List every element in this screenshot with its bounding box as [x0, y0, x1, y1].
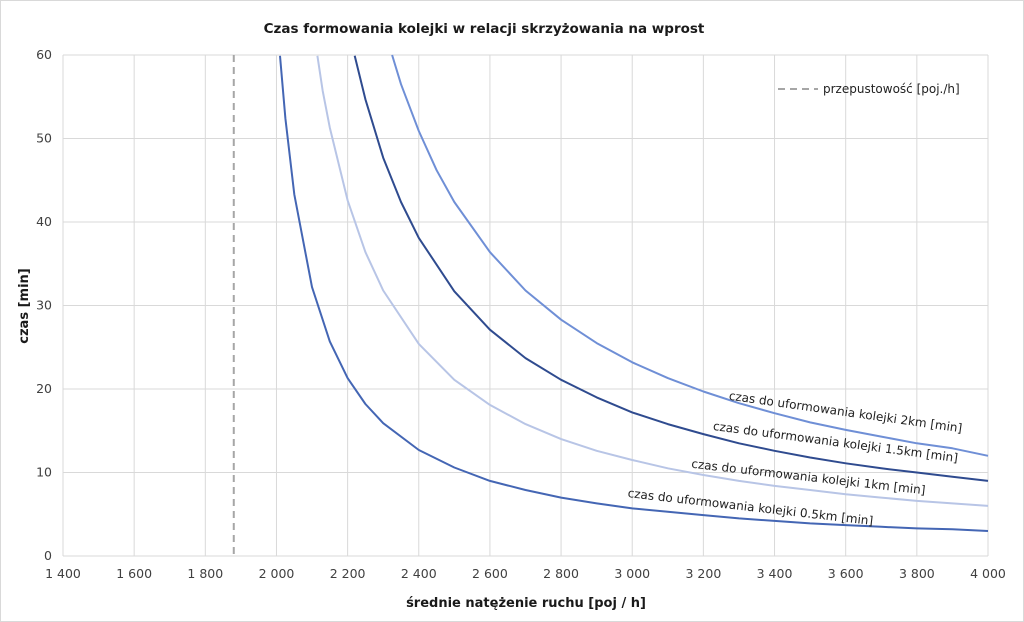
x-tick-label: 1 400	[45, 566, 81, 581]
x-tick-label: 2 000	[259, 566, 295, 581]
series-label-1: czas do uformowania kolejki 1km [min]	[691, 457, 926, 498]
y-tick-label: 0	[44, 548, 52, 563]
series-line-2	[353, 55, 989, 482]
series-line-3	[391, 54, 989, 457]
y-tick-label: 40	[36, 214, 52, 229]
x-tick-label: 3 800	[899, 566, 935, 581]
series-line-1	[316, 55, 989, 507]
x-tick-label: 3 400	[757, 566, 793, 581]
y-tick-label: 10	[36, 465, 52, 480]
x-tick-label: 1 800	[187, 566, 223, 581]
x-tick-label: 3 200	[685, 566, 721, 581]
legend: przepustowość [poj./h]	[778, 82, 960, 96]
x-tick-label: 2 200	[330, 566, 366, 581]
x-tick-label: 2 800	[543, 566, 579, 581]
x-tick-label: 4 000	[970, 566, 1006, 581]
y-tick-label: 60	[36, 47, 52, 62]
x-tick-label: 2 600	[472, 566, 508, 581]
x-tick-label: 3 000	[614, 566, 650, 581]
y-tick-label: 30	[36, 298, 52, 313]
chart-title: Czas formowania kolejki w relacji skrzyż…	[264, 21, 705, 37]
y-axis-label: czas [min]	[17, 268, 32, 343]
y-tick-label: 20	[36, 381, 52, 396]
x-tick-label: 2 400	[401, 566, 437, 581]
series-line-0	[279, 55, 989, 532]
y-tick-label: 50	[36, 131, 52, 146]
x-tick-label: 1 600	[116, 566, 152, 581]
x-axis-label: średnie natężenie ruchu [poj / h]	[406, 596, 646, 611]
legend-label-capacity: przepustowość [poj./h]	[823, 82, 960, 96]
x-tick-label: 3 600	[828, 566, 864, 581]
